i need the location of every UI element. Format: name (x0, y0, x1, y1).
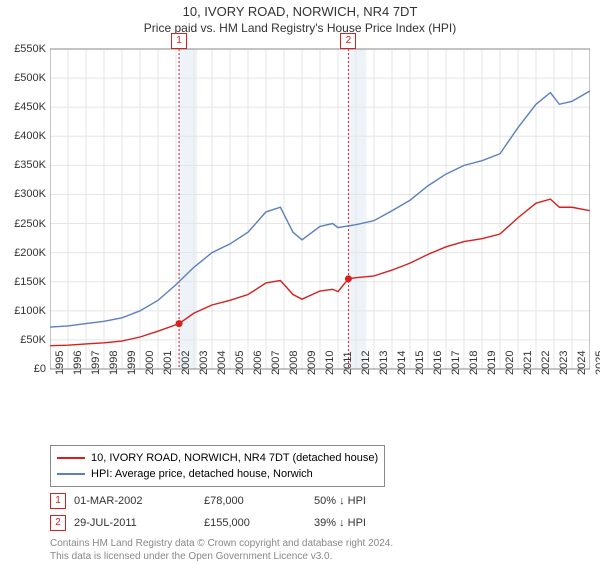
x-tick-label: 2010 (324, 351, 336, 375)
x-tick-label: 1998 (108, 351, 120, 375)
page-title: 10, IVORY ROAD, NORWICH, NR4 7DT (0, 4, 600, 19)
legend-label-property: 10, IVORY ROAD, NORWICH, NR4 7DT (detach… (91, 450, 378, 466)
y-tick-label: £450K (4, 101, 46, 113)
x-tick-label: 2021 (522, 351, 534, 375)
sale-delta: 39% ↓ HPI (314, 517, 366, 529)
x-tick-label: 2006 (252, 351, 264, 375)
legend-row-hpi: HPI: Average price, detached house, Norw… (57, 466, 378, 482)
x-tick-label: 2016 (432, 351, 444, 375)
attribution: Contains HM Land Registry data © Crown c… (50, 537, 600, 563)
sale-marker-box: 1 (50, 493, 66, 509)
x-tick-label: 2019 (486, 351, 498, 375)
y-tick-label: £400K (4, 130, 46, 142)
x-tick-label: 2022 (540, 351, 552, 375)
sale-marker-box: 2 (50, 515, 66, 531)
x-tick-label: 2009 (306, 351, 318, 375)
page-subtitle: Price paid vs. HM Land Registry's House … (0, 21, 600, 35)
sale-marker-2: 2 (340, 33, 356, 49)
legend: 10, IVORY ROAD, NORWICH, NR4 7DT (detach… (50, 445, 385, 487)
x-tick-label: 2004 (216, 351, 228, 375)
x-tick-label: 2017 (450, 351, 462, 375)
x-tick-label: 2002 (180, 351, 192, 375)
y-tick-label: £100K (4, 305, 46, 317)
x-tick-label: 2023 (558, 351, 570, 375)
x-tick-label: 2020 (504, 351, 516, 375)
y-tick-label: £500K (4, 72, 46, 84)
sale-date: 29-JUL-2011 (74, 517, 204, 529)
y-tick-label: £50K (4, 334, 46, 346)
y-tick-label: £150K (4, 276, 46, 288)
y-tick-label: £350K (4, 159, 46, 171)
x-tick-label: 2012 (360, 351, 372, 375)
legend-line-hpi (57, 473, 85, 475)
x-tick-label: 2014 (396, 351, 408, 375)
attribution-line2: This data is licensed under the Open Gov… (50, 550, 600, 563)
x-tick-label: 2000 (144, 351, 156, 375)
sale-price: £78,000 (204, 495, 314, 507)
x-tick-label: 2024 (576, 351, 588, 375)
x-tick-label: 2001 (162, 351, 174, 375)
x-tick-label: 2005 (234, 351, 246, 375)
sale-row: 2 29-JUL-2011£155,00039% ↓ HPI (50, 515, 600, 531)
attribution-line1: Contains HM Land Registry data © Crown c… (50, 537, 600, 550)
legend-row-property: 10, IVORY ROAD, NORWICH, NR4 7DT (detach… (57, 450, 378, 466)
sale-marker-1: 1 (171, 33, 187, 49)
sale-date: 01-MAR-2002 (74, 495, 204, 507)
x-tick-label: 2011 (342, 351, 354, 375)
x-tick-label: 2025 (594, 351, 600, 375)
y-tick-label: £0 (4, 363, 46, 375)
x-tick-label: 1997 (90, 351, 102, 375)
legend-label-hpi: HPI: Average price, detached house, Norw… (91, 466, 313, 482)
sale-row: 1 01-MAR-2002£78,00050% ↓ HPI (50, 493, 600, 509)
x-tick-label: 2015 (414, 351, 426, 375)
x-tick-label: 2013 (378, 351, 390, 375)
y-tick-label: £200K (4, 247, 46, 259)
y-tick-label: £550K (4, 43, 46, 55)
legend-line-property (57, 457, 85, 459)
x-tick-label: 1996 (72, 351, 84, 375)
sale-price: £155,000 (204, 517, 314, 529)
x-tick-label: 1995 (54, 351, 66, 375)
y-tick-label: £300K (4, 188, 46, 200)
x-tick-label: 2018 (468, 351, 480, 375)
y-tick-label: £250K (4, 218, 46, 230)
x-tick-label: 2008 (288, 351, 300, 375)
x-tick-label: 2007 (270, 351, 282, 375)
sale-delta: 50% ↓ HPI (314, 495, 366, 507)
price-chart: £0£50K£100K£150K£200K£250K£300K£350K£400… (50, 39, 590, 409)
x-tick-label: 1999 (126, 351, 138, 375)
x-tick-label: 2003 (198, 351, 210, 375)
